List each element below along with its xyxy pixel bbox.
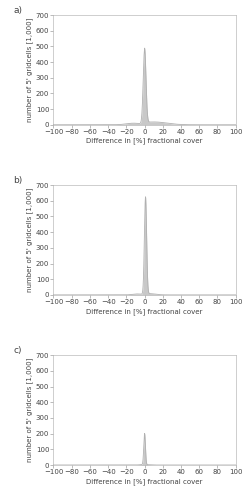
- Text: c): c): [13, 346, 22, 356]
- Text: a): a): [13, 6, 22, 15]
- X-axis label: Difference in [%] fractional cover: Difference in [%] fractional cover: [87, 138, 203, 144]
- Y-axis label: number of 5' gridcells [1,000]: number of 5' gridcells [1,000]: [26, 358, 33, 463]
- Y-axis label: number of 5' gridcells [1,000]: number of 5' gridcells [1,000]: [26, 18, 33, 122]
- X-axis label: Difference in [%] fractional cover: Difference in [%] fractional cover: [87, 308, 203, 314]
- X-axis label: Difference in [%] fractional cover: Difference in [%] fractional cover: [87, 478, 203, 484]
- Y-axis label: number of 5' gridcells [1,000]: number of 5' gridcells [1,000]: [26, 188, 33, 292]
- Text: b): b): [13, 176, 23, 186]
